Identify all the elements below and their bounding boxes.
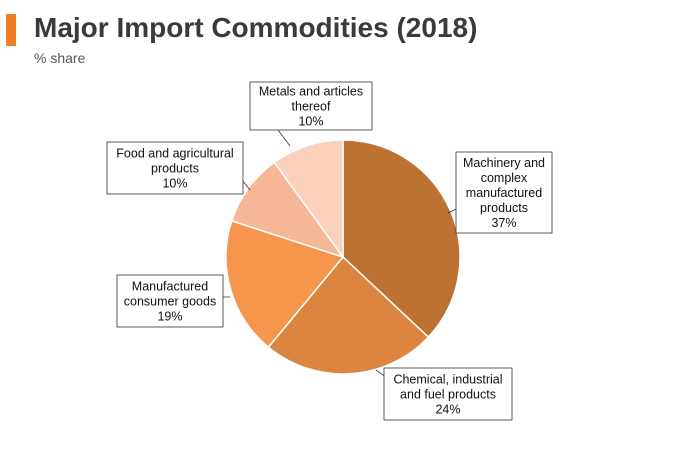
slice-name-label: Machinery and — [463, 156, 545, 170]
chart-subtitle: % share — [34, 50, 86, 66]
slice-value-label: 19% — [157, 310, 182, 324]
pie-slice — [273, 139, 344, 260]
slice-name-label: Chemical, industrial — [393, 373, 502, 387]
slice-name-label: Manufactured — [132, 280, 208, 294]
label-box — [249, 81, 373, 131]
slice-name-label: and fuel products — [400, 388, 496, 402]
slice-value-label: 24% — [435, 403, 460, 417]
slice-name-label: products — [151, 162, 199, 176]
slice-label: Machinery andcomplexmanufacturedproducts… — [447, 151, 553, 234]
slice-name-label: manufactured — [466, 186, 542, 200]
slice-value-label: 10% — [298, 115, 323, 129]
slice-value-label: 10% — [162, 177, 187, 191]
slice-name-label: Metals and articles — [259, 85, 363, 99]
label-box — [383, 367, 513, 421]
pie-slice — [342, 139, 461, 339]
slice-name-label: complex — [481, 171, 528, 185]
slice-value-label: 37% — [491, 216, 516, 230]
slice-name-label: Food and agricultural — [116, 147, 233, 161]
slice-name-label: products — [480, 201, 528, 215]
label-box — [106, 141, 244, 195]
label-leader-line — [277, 129, 291, 147]
title-accent-bar — [6, 14, 16, 46]
chart-title: Major Import Commodities (2018) — [34, 12, 478, 43]
label-box — [116, 274, 224, 328]
pie-slice — [267, 255, 430, 375]
label-box — [455, 151, 553, 234]
slice-name-label: thereof — [292, 100, 331, 114]
slice-name-label: consumer goods — [124, 295, 216, 309]
pie-slice — [225, 219, 345, 349]
